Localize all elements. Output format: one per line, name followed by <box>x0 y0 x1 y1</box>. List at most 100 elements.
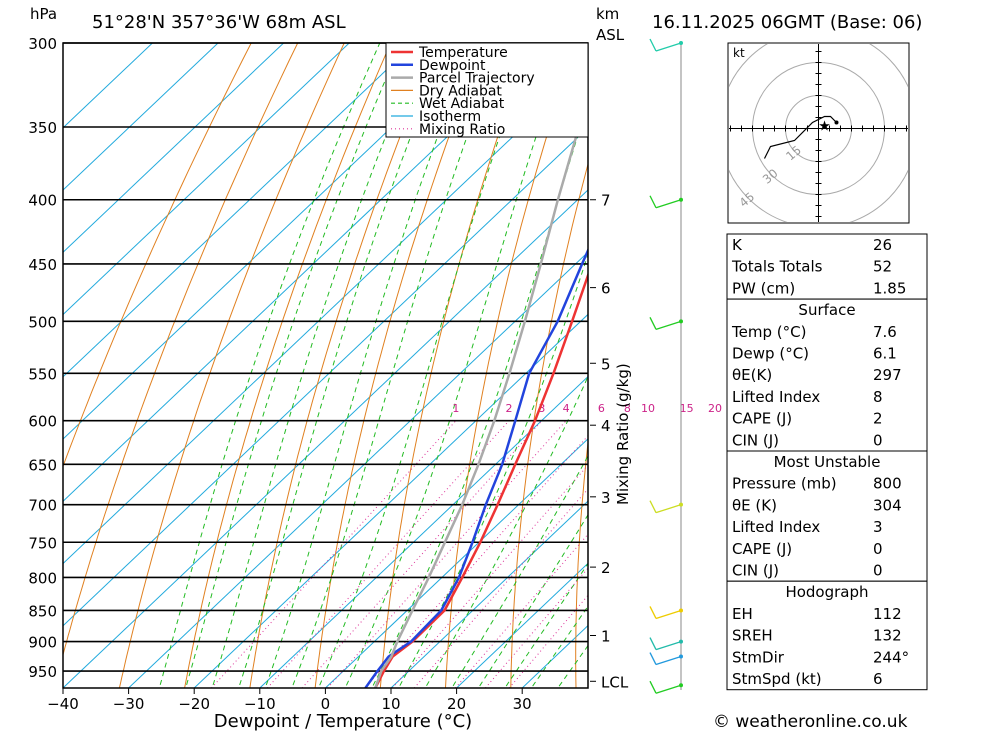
legend-label: Temperature <box>418 45 508 61</box>
wind-barb <box>649 637 683 651</box>
wind-barb-shaft <box>655 684 682 694</box>
wet-adiabat-line <box>185 43 402 688</box>
pressure-level-lines <box>63 42 588 672</box>
isotherm-line <box>63 43 416 378</box>
wet-adiabat-line <box>211 43 425 688</box>
km-tick-label: LCL <box>601 673 629 691</box>
wind-barb-dot <box>679 654 683 659</box>
mixing-ratio-line <box>301 420 543 688</box>
wind-barb-shaft <box>655 320 682 330</box>
wet-adiabat-line <box>398 252 588 688</box>
isotherm-line <box>63 43 284 254</box>
wind-barb-shaft <box>655 504 682 514</box>
dewpoint-line <box>364 247 588 688</box>
wind-barb-dot <box>679 639 683 644</box>
index-label: Pressure (mb) <box>732 475 837 493</box>
km-tick-label: 7 <box>601 192 611 210</box>
x-tick-label: 30 <box>513 695 532 713</box>
pressure-tick-label: 900 <box>28 634 57 652</box>
isotherm-lines <box>63 43 588 688</box>
mixing-ratio-line <box>267 420 510 688</box>
index-label: EH <box>732 605 753 623</box>
isotherm-line <box>63 43 153 129</box>
height-km-ticks: 7 6 5 4 3 2 1 LCL <box>590 192 629 691</box>
wind-barb <box>649 195 683 209</box>
index-value: 304 <box>873 496 902 514</box>
location-title: 51°28'N 357°36'W 68m ASL <box>92 12 346 33</box>
isotherm-line <box>63 43 547 502</box>
legend-label: Wet Adiabat <box>419 96 505 112</box>
isotherm-line <box>390 500 588 688</box>
mixing-ratio-axis-label: Mixing Ratio (g/kg) <box>614 363 632 505</box>
index-value: 8 <box>873 388 883 406</box>
mixing-ratio-line <box>413 488 588 688</box>
index-value: 3 <box>873 518 883 536</box>
mixing-ratio-label: 2 <box>506 402 513 415</box>
pressure-tick-label: 950 <box>28 663 57 681</box>
index-value: 244° <box>873 648 909 666</box>
index-value: 52 <box>873 258 892 276</box>
wind-barb <box>649 652 683 666</box>
mixing-ratio-line <box>327 420 567 688</box>
index-value: 0 <box>873 562 883 580</box>
isotherm-line <box>325 438 588 688</box>
wind-barb-dot <box>679 41 683 45</box>
wind-barb-shaft <box>655 199 682 209</box>
wet-adiabat-line <box>158 43 381 688</box>
index-label: CIN (J) <box>732 431 779 449</box>
wet-adiabat-line <box>264 43 474 688</box>
index-label: θE(K) <box>732 366 772 384</box>
x-tick-label: −20 <box>178 695 210 713</box>
dry-adiabat-lines <box>63 43 1000 688</box>
wind-barb-shaft <box>655 640 682 651</box>
wind-barb-flag <box>649 195 657 209</box>
wind-barb-shaft <box>655 42 682 52</box>
index-value: 6.1 <box>873 345 897 363</box>
isotherm-line <box>456 562 588 688</box>
x-tick-label: −40 <box>47 695 79 713</box>
dry-adiabat-line <box>981 43 1000 688</box>
section-title: Surface <box>798 301 855 319</box>
axis-labels: 3003504004505005506006507007508008509009… <box>28 35 531 713</box>
wind-barb-flag <box>649 500 657 513</box>
wind-barb-dot <box>679 319 683 324</box>
index-label: K <box>732 236 743 254</box>
mixing-ratio-line <box>454 533 588 688</box>
km-tick-label: 5 <box>601 355 611 373</box>
index-value: 800 <box>873 475 902 493</box>
mixing-ratio-line <box>211 420 457 688</box>
index-value: 1.85 <box>873 279 906 297</box>
wind-barb-dot <box>679 197 683 202</box>
pressure-tick-label: 300 <box>28 35 57 53</box>
pressure-tick-label: 600 <box>28 413 57 431</box>
wet-adiabat-line <box>451 454 588 688</box>
index-label: PW (cm) <box>732 279 795 297</box>
wet-adiabat-lines <box>158 43 588 688</box>
wind-barb <box>649 38 683 52</box>
isotherm-line <box>259 375 588 688</box>
wind-barb-flag <box>649 317 657 330</box>
datetime-title: 16.11.2025 06GMT (Base: 06) <box>652 12 922 33</box>
isotherm-line <box>63 43 350 316</box>
wind-barb <box>649 317 683 330</box>
copyright-text: © weatheronline.co.uk <box>713 712 908 732</box>
wind-barb <box>649 500 683 514</box>
indices-general-box <box>726 233 928 300</box>
sounding-series <box>364 93 588 688</box>
wind-barbs <box>649 38 683 694</box>
km-tick-label: 2 <box>601 559 611 577</box>
index-label: Dewp (°C) <box>732 345 809 363</box>
index-label: CIN (J) <box>732 562 779 580</box>
wet-adiabat-line <box>238 43 449 688</box>
index-value: 112 <box>873 605 902 623</box>
units-km-label: km <box>596 5 619 23</box>
wind-barb-flag <box>649 38 657 52</box>
dry-adiabat-line <box>63 43 299 657</box>
mixing-ratio-label: 4 <box>563 402 570 415</box>
temperature-line <box>374 271 588 688</box>
wind-barb-dot <box>679 608 683 613</box>
mixing-ratio-label: 1 <box>452 402 459 415</box>
index-label: Temp (°C) <box>731 323 806 341</box>
pressure-tick-label: 700 <box>28 497 57 515</box>
